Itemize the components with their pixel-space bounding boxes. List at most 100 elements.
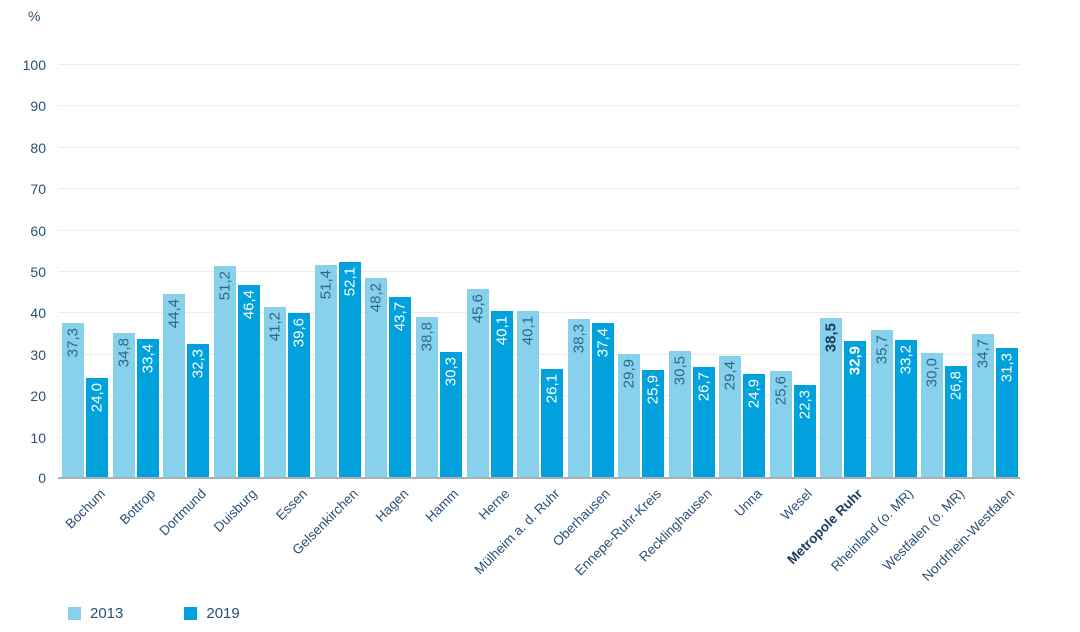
bar-value-label-2013-essen: 41,2 <box>266 311 284 342</box>
y-axis-unit-label: % <box>28 8 41 24</box>
bar-2013-herne: 45,6 <box>466 288 489 477</box>
bar-value-label-2013-duisburg: 51,2 <box>216 270 234 300</box>
bar-2019-bochum: 24,0 <box>86 377 109 477</box>
legend-label-2013: 2013 <box>90 605 124 622</box>
bar-value-label-2019-unna: 24,9 <box>745 379 763 409</box>
bar-value-label-2019-oberhausen: 37,4 <box>594 327 612 357</box>
bar-2013-bottrop: 34,8 <box>112 333 135 477</box>
y-tick-label-30: 30 <box>30 346 46 363</box>
bar-2019-essen: 39,6 <box>288 313 311 477</box>
bar-group-gelsenkirchen: 51,4 52,1 Gelsenkirchen <box>289 64 364 558</box>
y-tick-label-100: 100 <box>22 57 46 73</box>
gridline-70: 70 <box>30 181 1020 197</box>
bar-value-label-2019-essen: 39,6 <box>290 318 308 348</box>
bar-2013-essen: 41,2 <box>264 306 287 477</box>
y-tick-label-40: 40 <box>30 305 46 322</box>
y-tick-label-0: 0 <box>38 470 46 486</box>
x-axis-line <box>58 477 1020 479</box>
legend-swatch-2013-icon <box>68 607 81 620</box>
bar-group-nordrhein-westfalen: 34,7 31,3 Nordrhein-Westfalen <box>919 64 1021 584</box>
bar-2013-metropole-ruhr: 38,5 <box>820 318 843 477</box>
bar-value-label-2013-hamm: 38,8 <box>418 321 436 351</box>
bar-value-label-2013-unna: 29,4 <box>721 360 739 390</box>
bar-value-label-2019-duisburg: 46,4 <box>240 290 258 320</box>
y-tick-label-10: 10 <box>30 429 46 446</box>
bar-group-ennepe-ruhr-kreis: 29,9 25,9 Ennepe-Ruhr-Kreis <box>571 64 667 578</box>
bar-value-label-2013-nordrhein-westfalen: 34,7 <box>974 338 992 368</box>
bar-value-label-2019-nordrhein-westfalen: 31,3 <box>998 352 1016 382</box>
bar-value-label-2019-bottrop: 33,4 <box>139 344 157 374</box>
gridline-90: 90 <box>30 98 1020 114</box>
gridline-50: 50 <box>30 264 1020 280</box>
bar-value-label-2019-metropole-ruhr: 32,9 <box>846 346 864 376</box>
y-tick-label-60: 60 <box>30 222 46 239</box>
bar-group-mülheim-a-d-ruhr: 40,1 26,1 Mülheim a. d. Ruhr <box>471 64 566 577</box>
bar-group-dortmund: 44,4 32,3 Dortmund <box>156 64 212 539</box>
bar-group-oberhausen: 38,3 37,4 Oberhausen <box>550 64 616 549</box>
bar-group-bottrop: 34,8 33,4 Bottrop <box>111 64 162 527</box>
bar-2019-bottrop: 33,4 <box>136 339 159 477</box>
bar-group-bochum: 37,3 24,0 Bochum <box>60 64 111 532</box>
bar-value-label-2019-recklinghausen: 26,7 <box>695 371 713 401</box>
legend-item-2013: 2013 <box>68 605 123 622</box>
bar-2019-unna: 24,9 <box>743 374 766 477</box>
bar-2013-duisburg: 51,2 <box>213 265 236 477</box>
bar-value-label-2019-gelsenkirchen: 52,1 <box>341 266 359 297</box>
x-axis-label-essen: Essen <box>272 486 310 524</box>
x-axis-label-herne: Herne <box>475 486 513 523</box>
bar-2013-rheinland-o-mr: 35,7 <box>870 329 893 477</box>
bar-2019-gelsenkirchen: 52,1 <box>338 261 361 477</box>
bar-value-label-2013-ennepe-ruhr-kreis: 29,9 <box>620 358 638 388</box>
x-axis-label-hamm: Hamm <box>422 486 462 525</box>
bar-value-label-2019-herne: 40,1 <box>493 316 511 346</box>
legend-item-2019: 2019 <box>184 605 240 622</box>
x-axis-label-ennepe-ruhr-kreis: Ennepe-Ruhr-Kreis <box>571 486 664 579</box>
gridline-80: 80 <box>30 140 1020 156</box>
bar-2013-gelsenkirchen: 51,4 <box>314 264 337 477</box>
bar-value-label-2019-mülheim-a-d-ruhr: 26,1 <box>543 374 561 404</box>
gridline-60: 60 <box>30 223 1020 239</box>
bar-groups-layer: 37,3 24,0 Bochum 34,8 33,4 Bottrop 44,4 32,3 Dor… <box>60 64 1021 584</box>
x-axis-label-unna: Unna <box>731 486 765 520</box>
x-axis-label-bochum: Bochum <box>62 486 108 532</box>
bar-2019-mülheim-a-d-ruhr: 26,1 <box>541 369 564 477</box>
x-axis-label-nordrhein-westfalen: Nordrhein-Westfalen <box>919 486 1018 584</box>
y-tick-label-50: 50 <box>30 264 46 280</box>
bar-value-label-2019-ennepe-ruhr-kreis: 25,9 <box>644 375 662 405</box>
bar-2013-westfalen-o-mr: 30,0 <box>921 353 944 477</box>
bar-2013-unna: 29,4 <box>719 355 742 477</box>
bar-2013-mülheim-a-d-ruhr: 40,1 <box>517 311 540 477</box>
bar-group-essen: 41,2 39,6 Essen <box>262 64 313 523</box>
bar-2019-westfalen-o-mr: 26,8 <box>945 366 968 477</box>
bar-value-label-2013-bottrop: 34,8 <box>115 338 133 368</box>
bar-group-wesel: 25,6 22,3 Wesel <box>767 64 818 523</box>
bar-value-label-2019-hagen: 43,7 <box>391 301 409 331</box>
y-tick-label-90: 90 <box>30 98 46 115</box>
bar-2019-rheinland-o-mr: 33,2 <box>894 339 917 477</box>
bar-2019-dortmund: 32,3 <box>187 343 210 477</box>
bar-value-label-2013-gelsenkirchen: 51,4 <box>317 269 335 299</box>
x-axis-label-bottrop: Bottrop <box>117 486 159 528</box>
bar-2019-duisburg: 46,4 <box>237 285 260 477</box>
bar-value-label-2013-herne: 45,6 <box>469 293 487 323</box>
legend: 2013 2019 <box>68 605 240 622</box>
bar-2013-oberhausen: 38,3 <box>567 318 590 477</box>
bar-value-label-2013-recklinghausen: 30,5 <box>671 356 689 386</box>
x-axis-label-mülheim-a-d-ruhr: Mülheim a. d. Ruhr <box>471 486 563 578</box>
bar-2013-wesel: 25,6 <box>769 371 792 477</box>
bar-value-label-2013-metropole-ruhr: 38,5 <box>822 323 840 353</box>
y-tick-label-80: 80 <box>30 139 46 156</box>
bar-value-label-2013-wesel: 25,6 <box>772 376 790 406</box>
bar-value-label-2013-dortmund: 44,4 <box>165 298 183 328</box>
bar-2019-oberhausen: 37,4 <box>591 322 614 477</box>
bar-2013-hagen: 48,2 <box>365 277 388 477</box>
bar-value-label-2013-oberhausen: 38,3 <box>570 323 588 354</box>
y-tick-label-20: 20 <box>30 388 46 405</box>
bar-group-metropole-ruhr: 38,5 32,9 Metropole Ruhr <box>785 64 869 567</box>
bar-group-unna: 29,4 24,9 Unna <box>717 64 768 519</box>
legend-label-2019: 2019 <box>206 605 240 622</box>
bar-value-label-2019-hamm: 30,3 <box>442 356 460 387</box>
bar-2019-recklinghausen: 26,7 <box>692 366 715 477</box>
bar-value-label-2019-westfalen-o-mr: 26,8 <box>947 371 965 401</box>
bar-value-label-2013-hagen: 48,2 <box>367 282 385 313</box>
